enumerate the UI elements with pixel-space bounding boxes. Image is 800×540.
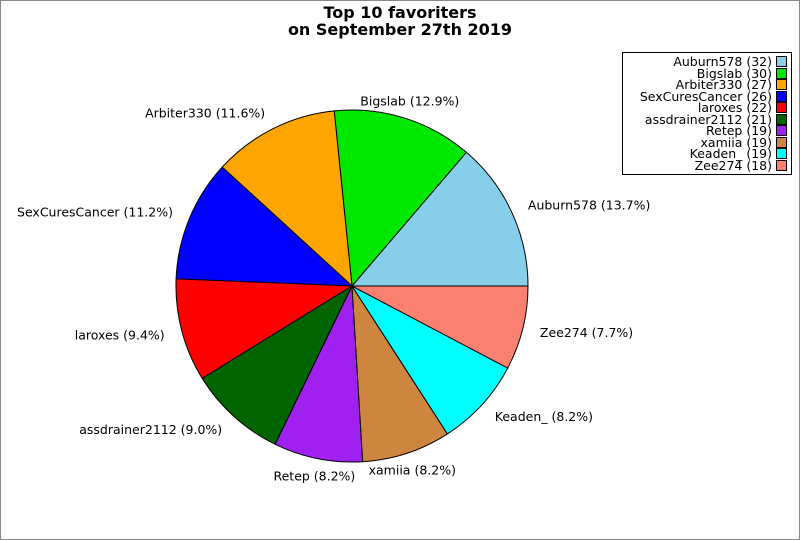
legend-item-label: assdrainer2112 (21) [644,111,772,127]
slice-label-SexCuresCancer: SexCuresCancer (11.2%) [17,205,173,220]
legend-item-label: laroxes (22) [697,100,772,115]
legend-item-label: Bigslab (30) [696,65,772,81]
legend-color-swatch [776,56,787,68]
legend-item-Keaden_: Keaden_ (19) [627,148,787,160]
pie-slice-Arbiter330 [221,110,353,287]
slice-label-Retep: Retep (8.2%) [273,468,355,483]
slice-label-Zee274: Zee274 (7.7%) [540,325,633,340]
legend-item-Auburn578: Auburn578 (32) [627,56,787,68]
legend-color-swatch [776,136,787,148]
legend-item-label: xamiia (19) [700,134,772,150]
pie-slice-assdrainer2112 [201,285,353,445]
legend-item-label: Zee274 (18) [694,157,772,173]
chart-title-line2: on September 27th 2019 [287,20,513,39]
slice-label-assdrainer2112: assdrainer2112 (9.0%) [79,422,222,437]
pie-slice-Bigslab [333,109,467,287]
legend-item-label: Auburn578 (32) [673,54,772,69]
legend-color-swatch [776,79,787,91]
chart-title: Top 10 favoriters on September 27th 2019 [1,4,799,38]
pie-slice-Auburn578 [351,151,529,287]
legend-item-xamiia: xamiia (19) [627,134,787,150]
pie-slice-SexCuresCancer [175,166,353,287]
legend-item-label: Retep (19) [706,123,772,138]
legend-item-laroxes: laroxes (22) [627,102,787,114]
legend-color-swatch [776,102,787,114]
slice-label-laroxes: laroxes (9.4%) [75,327,165,342]
legend-item-Bigslab: Bigslab (30) [627,65,787,81]
pie-slice-Keaden_ [351,285,509,435]
legend-item-label: Arbiter330 (27) [675,77,772,92]
legend-item-label: SexCuresCancer (26) [639,88,772,104]
legend-item-Arbiter330: Arbiter330 (27) [627,79,787,91]
legend-item-assdrainer2112: assdrainer2112 (21) [627,111,787,127]
legend-color-swatch [776,125,787,137]
legend-color-swatch [776,113,787,125]
slice-label-xamiia: xamiia (8.2%) [369,462,456,477]
pie-slice-laroxes [175,278,353,379]
chart-title-line1: Top 10 favoriters [323,3,477,22]
slice-label-Arbiter330: Arbiter330 (11.6%) [145,105,265,120]
legend: Auburn578 (32) Bigslab (30) Arbiter330 (27… [622,52,792,175]
legend-item-label: Keaden_ (19) [689,146,772,161]
legend-item-Zee274: Zee274 (18) [627,157,787,173]
legend-color-swatch [776,67,787,79]
slice-label-Keaden_: Keaden_ (8.2%) [495,409,593,424]
legend-item-SexCuresCancer: SexCuresCancer (26) [627,88,787,104]
legend-item-Retep: Retep (19) [627,125,787,137]
legend-color-swatch [776,148,787,160]
slice-label-Auburn578: Auburn578 (13.7%) [528,197,650,212]
pie-slice-Zee274 [351,285,529,369]
legend-color-swatch [776,159,787,171]
pie-slice-Retep [274,285,364,463]
pie-slice-xamiia [351,285,448,463]
legend-color-swatch [776,90,787,102]
slice-label-Bigslab: Bigslab (12.9%) [360,94,459,109]
